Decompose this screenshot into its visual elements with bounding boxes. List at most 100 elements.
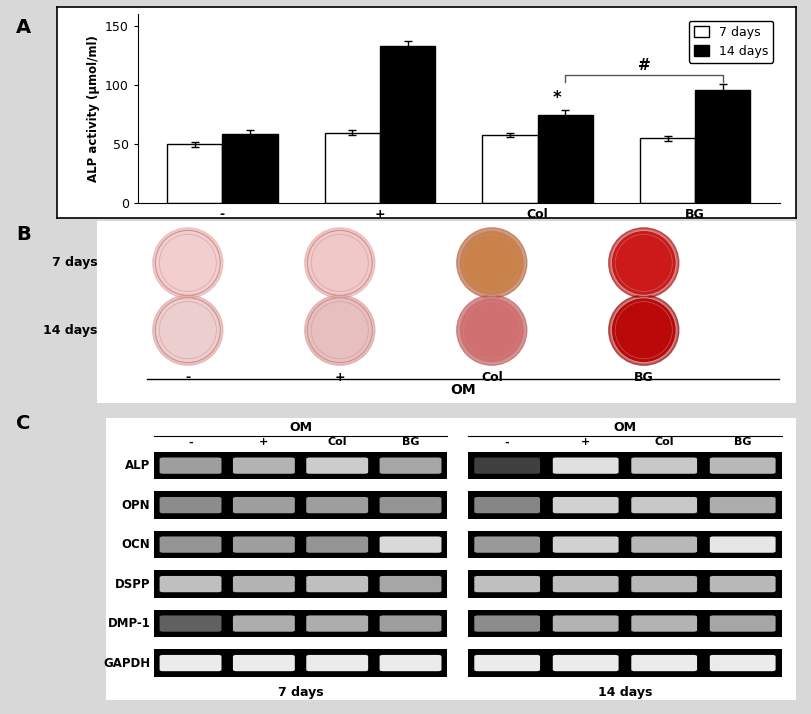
FancyBboxPatch shape bbox=[160, 655, 221, 671]
Ellipse shape bbox=[304, 295, 375, 366]
Text: +: + bbox=[581, 438, 590, 448]
Bar bbox=[154, 491, 447, 519]
Ellipse shape bbox=[152, 228, 222, 298]
Bar bbox=[467, 491, 781, 519]
Y-axis label: ALP activity (μmol/ml): ALP activity (μmol/ml) bbox=[87, 36, 100, 182]
FancyBboxPatch shape bbox=[630, 655, 696, 671]
FancyBboxPatch shape bbox=[474, 497, 539, 513]
FancyBboxPatch shape bbox=[630, 458, 696, 474]
FancyBboxPatch shape bbox=[160, 576, 221, 592]
FancyBboxPatch shape bbox=[709, 655, 775, 671]
FancyBboxPatch shape bbox=[552, 615, 618, 632]
Ellipse shape bbox=[155, 298, 220, 363]
Text: 7 days: 7 days bbox=[52, 256, 97, 269]
Ellipse shape bbox=[608, 228, 678, 298]
Text: B: B bbox=[16, 225, 31, 244]
Legend: 7 days, 14 days: 7 days, 14 days bbox=[688, 21, 772, 63]
Text: -: - bbox=[185, 371, 190, 384]
FancyBboxPatch shape bbox=[709, 497, 775, 513]
Bar bbox=[467, 610, 781, 637]
Ellipse shape bbox=[611, 231, 676, 296]
Ellipse shape bbox=[456, 295, 526, 366]
Bar bbox=[467, 570, 781, 598]
FancyBboxPatch shape bbox=[709, 458, 775, 474]
FancyBboxPatch shape bbox=[474, 615, 539, 632]
FancyBboxPatch shape bbox=[474, 576, 539, 592]
FancyBboxPatch shape bbox=[379, 655, 441, 671]
FancyBboxPatch shape bbox=[552, 536, 618, 553]
Ellipse shape bbox=[611, 298, 676, 363]
FancyBboxPatch shape bbox=[379, 615, 441, 632]
Bar bbox=[167, 144, 222, 203]
FancyBboxPatch shape bbox=[552, 497, 618, 513]
FancyBboxPatch shape bbox=[306, 497, 367, 513]
Text: Col: Col bbox=[654, 438, 673, 448]
Text: OPN: OPN bbox=[122, 498, 150, 512]
Bar bbox=[222, 134, 277, 203]
FancyBboxPatch shape bbox=[630, 576, 696, 592]
Bar bbox=[380, 46, 435, 203]
Text: A: A bbox=[16, 18, 32, 37]
FancyBboxPatch shape bbox=[379, 458, 441, 474]
Text: Col: Col bbox=[480, 371, 502, 384]
Bar bbox=[537, 115, 592, 203]
FancyBboxPatch shape bbox=[552, 458, 618, 474]
Text: BG: BG bbox=[733, 438, 750, 448]
Bar bbox=[154, 531, 447, 558]
FancyBboxPatch shape bbox=[552, 576, 618, 592]
Bar bbox=[467, 650, 781, 677]
FancyBboxPatch shape bbox=[306, 655, 367, 671]
Text: OCN: OCN bbox=[122, 538, 150, 551]
FancyBboxPatch shape bbox=[630, 536, 696, 553]
Ellipse shape bbox=[459, 231, 524, 296]
Ellipse shape bbox=[459, 298, 524, 363]
Bar bbox=[324, 133, 380, 203]
Ellipse shape bbox=[307, 231, 371, 296]
Text: BG: BG bbox=[401, 438, 418, 448]
FancyBboxPatch shape bbox=[630, 497, 696, 513]
Text: #: # bbox=[637, 59, 650, 74]
Ellipse shape bbox=[456, 228, 526, 298]
Text: -: - bbox=[504, 438, 508, 448]
Text: DSPP: DSPP bbox=[115, 578, 150, 590]
Bar bbox=[482, 135, 537, 203]
Bar bbox=[154, 650, 447, 677]
Text: OM: OM bbox=[289, 421, 311, 433]
FancyBboxPatch shape bbox=[474, 458, 539, 474]
FancyBboxPatch shape bbox=[160, 497, 221, 513]
FancyBboxPatch shape bbox=[379, 497, 441, 513]
Bar bbox=[694, 90, 749, 203]
Text: ALP: ALP bbox=[125, 459, 150, 472]
Text: OM: OM bbox=[449, 383, 475, 397]
FancyBboxPatch shape bbox=[306, 536, 367, 553]
Text: OM: OM bbox=[445, 238, 471, 251]
FancyBboxPatch shape bbox=[630, 615, 696, 632]
FancyBboxPatch shape bbox=[233, 536, 294, 553]
FancyBboxPatch shape bbox=[160, 536, 221, 553]
Text: C: C bbox=[16, 414, 31, 433]
Text: +: + bbox=[334, 371, 345, 384]
Ellipse shape bbox=[608, 295, 678, 366]
Text: BG: BG bbox=[633, 371, 653, 384]
Bar bbox=[154, 570, 447, 598]
Text: GAPDH: GAPDH bbox=[103, 657, 150, 670]
Text: 7 days: 7 days bbox=[277, 685, 323, 698]
Bar bbox=[467, 531, 781, 558]
Ellipse shape bbox=[155, 231, 220, 296]
Ellipse shape bbox=[307, 298, 371, 363]
FancyBboxPatch shape bbox=[306, 615, 367, 632]
Text: Col: Col bbox=[327, 438, 346, 448]
Text: -: - bbox=[188, 438, 193, 448]
FancyBboxPatch shape bbox=[233, 655, 294, 671]
Bar bbox=[154, 610, 447, 637]
Text: DMP-1: DMP-1 bbox=[107, 617, 150, 630]
FancyBboxPatch shape bbox=[552, 655, 618, 671]
FancyBboxPatch shape bbox=[709, 576, 775, 592]
Text: *: * bbox=[552, 89, 561, 107]
Bar bbox=[639, 139, 694, 203]
FancyBboxPatch shape bbox=[306, 458, 367, 474]
FancyBboxPatch shape bbox=[709, 615, 775, 632]
FancyBboxPatch shape bbox=[474, 655, 539, 671]
FancyBboxPatch shape bbox=[160, 458, 221, 474]
FancyBboxPatch shape bbox=[379, 536, 441, 553]
